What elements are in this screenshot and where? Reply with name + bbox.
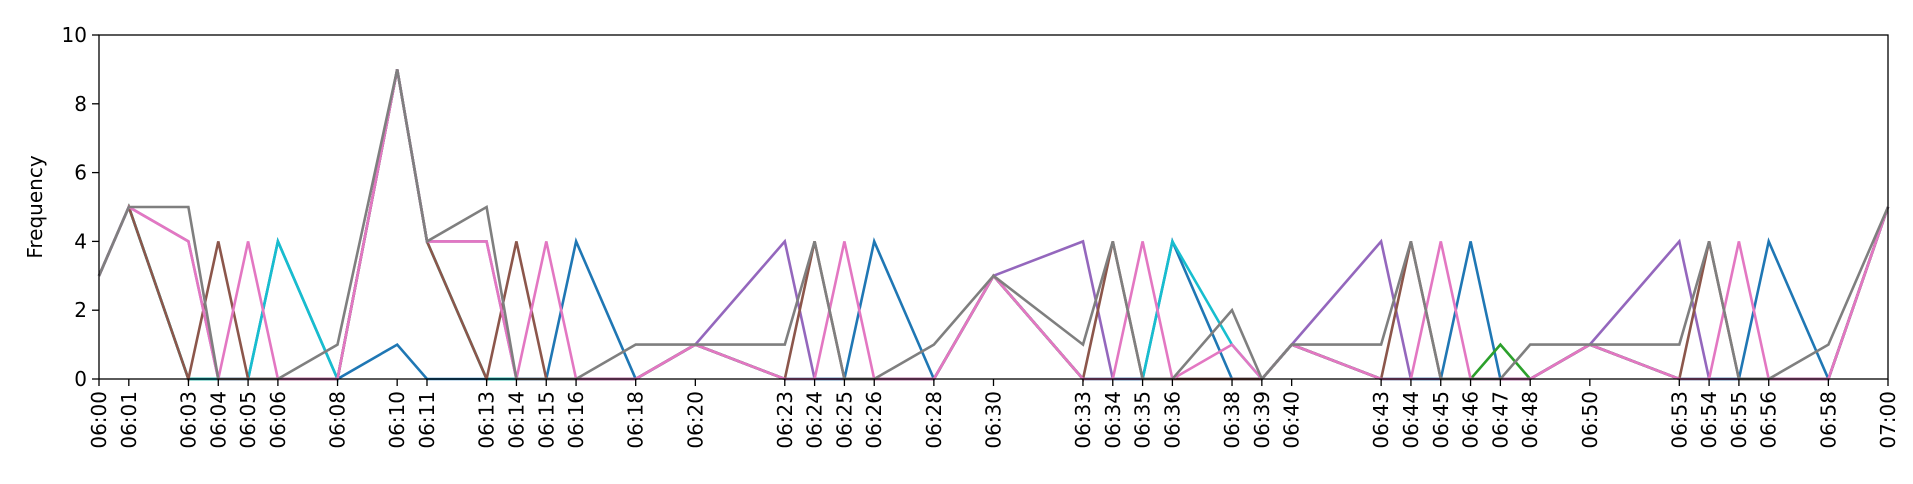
x-tick-label: 06:28 (922, 391, 946, 449)
y-axis: 0 2 4 6 8 10 (62, 23, 99, 391)
x-tick-label: 06:43 (1369, 391, 1393, 449)
x-tick-label: 06:47 (1488, 391, 1512, 449)
x-tick-label: 07:00 (1876, 391, 1900, 449)
x-tick-label: 06:01 (117, 391, 141, 449)
x-tick-label: 06:25 (832, 391, 856, 449)
x-tick-label: 06:39 (1250, 391, 1274, 449)
x-tick-label: 06:58 (1816, 391, 1840, 449)
y-tick-label: 6 (74, 161, 87, 185)
y-tick-label: 2 (74, 298, 87, 322)
x-tick-label: 06:16 (564, 391, 588, 449)
x-tick-label: 06:53 (1667, 391, 1691, 449)
x-tick-label: 06:44 (1399, 391, 1423, 449)
x-axis: 06:00 06:01 06:03 06:04 06:05 06:06 06:08 06:10… (87, 379, 1900, 449)
x-tick-label: 06:18 (624, 391, 648, 449)
y-tick-label: 4 (74, 229, 87, 253)
x-tick-label: 06:06 (266, 391, 290, 449)
series-line-7 (97, 69, 1890, 382)
x-tick-label: 06:38 (1220, 391, 1244, 449)
x-tick-label: 06:56 (1757, 391, 1781, 449)
x-tick-label: 06:23 (773, 391, 797, 449)
x-tick-label: 06:33 (1071, 391, 1095, 449)
x-tick-label: 06:26 (862, 391, 886, 449)
series-layer (97, 69, 1890, 384)
y-tick-label: 0 (74, 367, 87, 391)
x-tick-label: 06:45 (1429, 391, 1453, 449)
x-tick-label: 06:13 (475, 391, 499, 449)
x-tick-label: 06:36 (1160, 391, 1184, 449)
y-tick-label: 8 (74, 92, 87, 116)
x-tick-label: 06:11 (415, 391, 439, 449)
x-tick-label: 06:20 (683, 391, 707, 449)
x-tick-label: 06:50 (1578, 391, 1602, 449)
x-tick-label: 06:04 (206, 391, 230, 449)
x-tick-label: 06:05 (236, 391, 260, 449)
x-tick-label: 06:14 (504, 391, 528, 449)
x-tick-label: 06:46 (1459, 391, 1483, 449)
y-tick-label: 10 (62, 23, 87, 47)
x-tick-label: 06:15 (534, 391, 558, 449)
x-tick-label: 06:03 (176, 391, 200, 449)
x-tick-label: 06:40 (1280, 391, 1304, 449)
x-tick-label: 06:30 (982, 391, 1006, 449)
x-tick-label: 06:55 (1727, 391, 1751, 449)
x-tick-label: 06:35 (1131, 391, 1155, 449)
x-tick-label: 06:24 (803, 391, 827, 449)
y-axis-label: Frequency (23, 155, 47, 258)
x-tick-label: 06:08 (326, 391, 350, 449)
x-tick-label: 06:34 (1101, 391, 1125, 449)
x-tick-label: 06:54 (1697, 391, 1721, 449)
x-tick-label: 06:48 (1518, 391, 1542, 449)
x-tick-label: 06:10 (385, 391, 409, 449)
x-tick-label: 06:00 (87, 391, 111, 449)
